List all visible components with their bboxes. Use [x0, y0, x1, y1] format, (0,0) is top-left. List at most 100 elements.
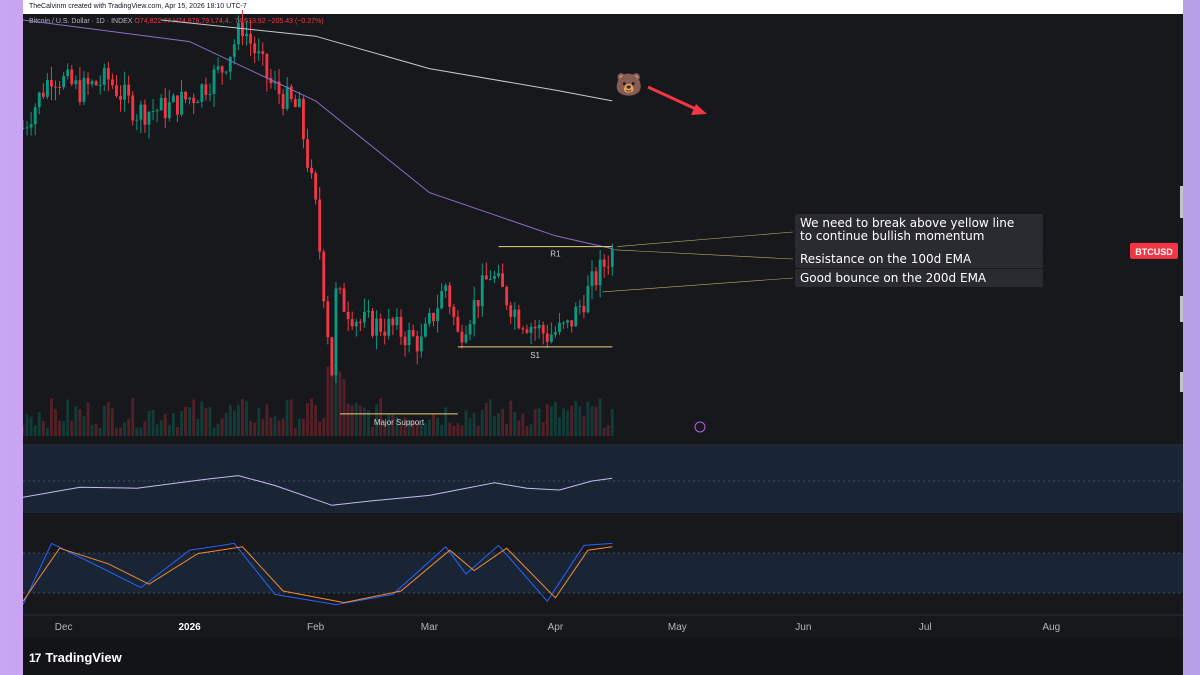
candle-body — [139, 104, 143, 120]
volume-bar — [143, 421, 147, 436]
volume-bar — [468, 418, 472, 436]
candle-body — [204, 84, 208, 95]
ema-200-line — [161, 19, 613, 102]
volume-bar — [70, 420, 74, 436]
candle-body — [115, 85, 118, 96]
price-chart[interactable]: R1 S1 Major Support We need to break above … — [23, 0, 1183, 639]
volume-bar — [139, 427, 143, 436]
volume-bar — [484, 402, 488, 436]
credit-bar: TheCalvinm created with TradingView.com,… — [23, 0, 1183, 14]
candle-body — [110, 79, 114, 86]
candle-body — [245, 33, 248, 37]
candle-body — [224, 71, 228, 73]
candle-body — [549, 334, 553, 342]
level-label: S1 — [530, 351, 540, 360]
volume-bar — [204, 408, 208, 436]
volume-bar — [562, 408, 565, 436]
volume-bar — [533, 408, 537, 436]
tradingview-logo[interactable]: 17 TradingView — [29, 650, 122, 665]
volume-bar — [245, 401, 248, 436]
volume-bar — [371, 426, 374, 436]
volume-bar — [257, 407, 261, 436]
volume-bar — [180, 411, 183, 436]
candle-body — [358, 321, 362, 323]
time-tick-label: Dec — [55, 622, 73, 633]
volume-bar — [318, 421, 322, 436]
time-tick-label: Feb — [307, 622, 325, 633]
candle-body — [338, 288, 342, 290]
symbol-badge — [1130, 242, 1178, 259]
time-tick-label: Aug — [1042, 622, 1060, 633]
candle-body — [322, 251, 326, 302]
volume-bar — [367, 410, 370, 436]
candle-body — [70, 69, 74, 85]
candle-body — [249, 33, 253, 44]
volume-bar — [200, 401, 204, 436]
volume-bar — [606, 425, 610, 436]
volume-bar — [541, 422, 545, 436]
volume-bar — [106, 401, 110, 436]
volume-bar — [232, 410, 236, 436]
volume-bar — [330, 371, 334, 436]
candle-body — [90, 81, 94, 85]
volume-bar — [578, 406, 582, 436]
volume-bar — [171, 413, 175, 436]
candle-body — [582, 306, 586, 313]
candle-body — [50, 79, 53, 87]
volume-bar — [570, 405, 574, 436]
candle-body — [598, 259, 602, 286]
candle-body — [208, 93, 212, 95]
rsi-pane-band — [23, 445, 1183, 513]
volume-bar — [354, 402, 358, 436]
volume-bar — [58, 420, 62, 436]
volume-bar — [131, 398, 135, 436]
volume-bar — [62, 420, 66, 436]
volume-bar — [159, 420, 163, 436]
volume-bar — [220, 418, 224, 436]
volume-bar — [293, 427, 297, 436]
callout-connector — [602, 277, 794, 293]
volume-bar — [517, 420, 521, 436]
candle-body — [513, 309, 517, 317]
candle-body — [176, 95, 179, 115]
volume-bar — [346, 403, 350, 436]
volume-bar — [399, 423, 403, 436]
volume-bar — [184, 406, 187, 436]
candle-body — [411, 329, 415, 336]
volume-bar — [110, 408, 114, 436]
volume-bar — [322, 417, 326, 436]
volume-bar — [411, 420, 415, 436]
candle-body — [509, 305, 513, 317]
bearish-arrow-shaft — [647, 85, 699, 112]
volume-bar — [314, 405, 318, 436]
candle-body — [66, 69, 70, 77]
volume-bar — [123, 422, 127, 436]
stoch-d-line — [23, 546, 613, 604]
scale-handle-top[interactable] — [1180, 186, 1183, 218]
scale-handle-mid[interactable] — [1180, 296, 1183, 322]
candle-body — [602, 259, 606, 267]
candle-body — [314, 173, 318, 200]
volume-bar — [444, 407, 448, 436]
volume-bar — [505, 423, 509, 436]
volume-bar — [33, 425, 37, 436]
volume-bar — [566, 410, 570, 436]
candle-body — [407, 329, 411, 345]
volume-bar — [66, 399, 70, 436]
volume-bar — [602, 427, 606, 436]
bear-icon: 🐻 — [615, 71, 642, 98]
callout-box — [795, 250, 1043, 268]
volume-bar — [196, 418, 200, 436]
scale-handle-low[interactable] — [1180, 372, 1183, 392]
volume-bar — [277, 420, 281, 436]
volume-bar — [37, 412, 41, 436]
candle-body — [102, 68, 106, 85]
volume-bar — [558, 417, 561, 436]
volume-bar — [497, 412, 500, 436]
tradingview-icon: 17 — [29, 650, 41, 665]
volume-bar — [472, 412, 476, 436]
symbol-legend[interactable]: Bitcoin / U.S. Dollar · 1D · INDEX O74,8… — [29, 18, 324, 25]
volume-bar — [90, 425, 94, 436]
volume-bar — [281, 418, 285, 436]
volume-bar — [480, 409, 484, 436]
